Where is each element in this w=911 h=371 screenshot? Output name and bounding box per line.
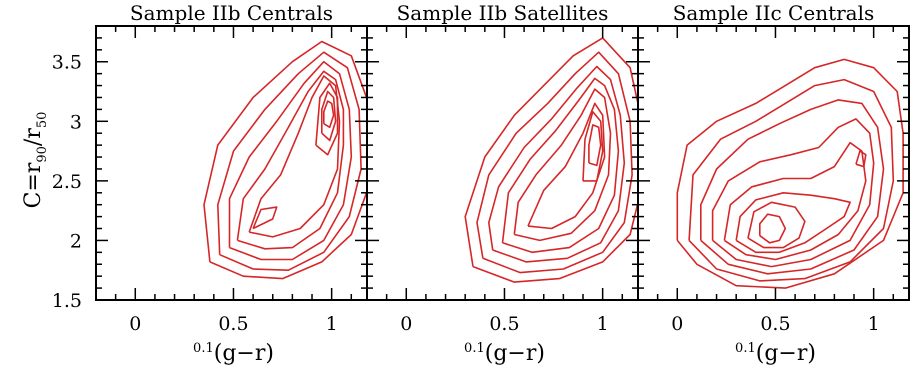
x-axis-title-sup: 0.1 (193, 341, 214, 356)
panel-3: Sample IIc Centrals 0 0.5 1 0.1(g−r) (637, 1, 910, 366)
contour-line-4 (711, 118, 875, 268)
panel-title: Sample IIc Centrals (673, 1, 875, 25)
contour-line-9 (855, 150, 867, 168)
y-axis-title-sep: /r (21, 128, 46, 146)
contour-line-9 (323, 100, 335, 129)
x-tick-label: 0 (129, 313, 141, 335)
y-axis-title-main: C=r (21, 162, 46, 208)
plot-frame (637, 25, 910, 301)
contour-line-6 (527, 102, 606, 230)
panel-2: Sample IIb Satellites 0 0.5 1 0.1(g−r) (366, 1, 639, 366)
x-tick-label: 1 (868, 313, 880, 335)
contour-line-1 (676, 58, 904, 289)
ticks (366, 25, 638, 301)
y-axis-title: C=r90/r50 (21, 112, 50, 209)
x-axis-title-sup: 0.1 (464, 341, 485, 356)
y-tick-label: 2 (70, 230, 82, 252)
contour-line-2 (688, 78, 895, 282)
y-tick-label: 1.5 (52, 290, 82, 312)
contour-line-1 (203, 40, 367, 280)
svg-text:C=r90/r50: C=r90/r50 (21, 112, 50, 209)
contour-line-4 (236, 70, 345, 250)
contour-line-8 (588, 124, 602, 167)
contour-group (676, 58, 904, 289)
contour-group (203, 40, 367, 280)
contour-line-8 (759, 213, 787, 244)
contour-line-2 (217, 51, 362, 271)
contour-line-3 (228, 60, 353, 261)
contour-line-5 (723, 141, 867, 261)
contour-line-3 (488, 65, 626, 263)
contour-line-1 (464, 37, 638, 283)
x-tick-label: 0.5 (760, 313, 790, 335)
x-axis-title-main: (g−r) (214, 341, 274, 366)
contour-line-7 (582, 111, 604, 182)
panel-title: Sample IIb Centrals (130, 1, 333, 25)
x-axis-title-main: (g−r) (756, 341, 816, 366)
x-tick-label: 0.5 (489, 313, 519, 335)
x-tick-label: 0 (400, 313, 412, 335)
x-axis-title: 0.1(g−r) (193, 341, 274, 366)
contour-line-2 (476, 51, 633, 274)
contour-line-7 (315, 82, 339, 156)
x-axis-title: 0.1(g−r) (735, 341, 816, 366)
contour-line-6 (252, 206, 278, 230)
y-axis-title-sub2: 50 (35, 112, 50, 129)
x-axis-title-main: (g−r) (485, 341, 545, 366)
contour-line-5 (248, 75, 341, 238)
x-axis-title-sup: 0.1 (735, 341, 756, 356)
contour-line-4 (501, 77, 620, 254)
x-tick-label: 0 (671, 313, 683, 335)
y-tick-label: 2.5 (52, 171, 82, 193)
contour-group (464, 37, 638, 283)
y-axis-title-sub1: 90 (35, 146, 50, 163)
x-axis-title: 0.1(g−r) (464, 341, 545, 366)
y-tick-label: 3 (70, 111, 82, 133)
panel-1: Sample IIb Centrals 0 0.5 1 0.1(g−r) 1.5 2 2.5 3… (52, 1, 368, 366)
ticks (637, 25, 909, 301)
panel-title: Sample IIb Satellites (397, 1, 609, 25)
ticks (95, 25, 367, 301)
x-tick-label: 1 (326, 313, 338, 335)
contour-line-7 (747, 201, 806, 249)
contour-line-3 (700, 99, 885, 275)
contour-line-8 (321, 90, 337, 142)
y-tick-label: 3.5 (52, 52, 82, 74)
x-tick-label: 0.5 (218, 313, 248, 335)
x-tick-label: 1 (597, 313, 609, 335)
contour-line-5 (513, 88, 612, 242)
contour-line-6 (735, 192, 851, 254)
